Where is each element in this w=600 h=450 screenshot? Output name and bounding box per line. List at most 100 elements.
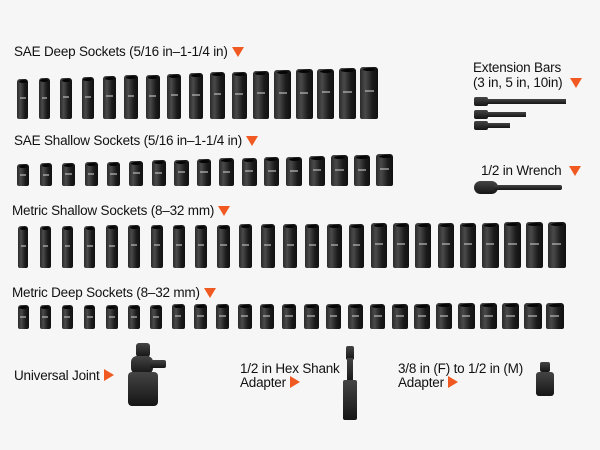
socket <box>196 159 212 186</box>
socket <box>349 223 365 268</box>
sae-deep-label: SAE Deep Sockets (5/16 in–1-1/4 in) <box>14 44 228 59</box>
metric-deep-label: Metric Deep Sockets (8–32 mm) <box>12 285 200 300</box>
socket <box>501 303 520 329</box>
socket <box>295 69 313 119</box>
socket <box>360 67 379 119</box>
socket <box>62 162 75 186</box>
socket <box>253 70 269 119</box>
socket <box>391 303 408 329</box>
socket <box>194 224 208 268</box>
socket <box>523 303 542 329</box>
socket <box>437 222 454 268</box>
socket <box>18 226 29 268</box>
socket <box>84 225 96 268</box>
socket <box>308 155 325 186</box>
socket <box>415 223 432 268</box>
socket <box>371 223 387 268</box>
metric-shallow-label: Metric Shallow Sockets (8–32 mm) <box>12 203 215 218</box>
arrow-right-icon <box>289 376 300 388</box>
socket <box>216 224 230 268</box>
socket <box>353 154 371 186</box>
socket <box>60 77 73 119</box>
socket <box>479 303 497 329</box>
arrow-down-icon <box>218 206 231 216</box>
socket <box>151 160 166 186</box>
socket <box>260 224 275 268</box>
socket <box>128 225 141 268</box>
socket <box>81 76 94 119</box>
socket <box>325 303 341 329</box>
socket <box>219 158 234 186</box>
metric-deep-title: Metric Deep Sockets (8–32 mm) <box>12 285 216 300</box>
metric-shallow-title: Metric Shallow Sockets (8–32 mm) <box>12 203 231 218</box>
socket <box>238 224 253 268</box>
sae-deep-title: SAE Deep Sockets (5/16 in–1-1/4 in) <box>14 44 244 59</box>
socket <box>149 304 163 329</box>
arrow-down-icon <box>570 78 583 88</box>
extension-bars-line2: (3 in, 5 in, 10in) <box>473 75 563 90</box>
socket <box>105 304 118 329</box>
socket <box>193 304 208 329</box>
socket <box>237 304 252 329</box>
socket <box>457 303 475 329</box>
sae-shallow-title: SAE Shallow Sockets (5/16 in–1-1/4 in) <box>14 133 259 148</box>
arrow-down-icon <box>569 166 582 176</box>
socket <box>303 303 319 329</box>
adapter-title: 3/8 in (F) to 1/2 in (M) Adapter <box>398 362 523 390</box>
socket <box>171 304 185 329</box>
socket <box>38 78 51 119</box>
socket <box>188 73 204 119</box>
arrow-down-icon <box>231 47 244 57</box>
universal-joint-label: Universal Joint <box>14 368 100 383</box>
socket <box>167 73 182 119</box>
socket <box>283 224 297 268</box>
adapter-line2: Adapter <box>398 375 444 390</box>
socket <box>17 305 29 329</box>
socket <box>124 75 138 119</box>
universal-joint-title: Universal Joint <box>14 368 114 383</box>
socket <box>274 70 291 119</box>
socket <box>39 163 53 186</box>
socket <box>435 303 453 329</box>
socket <box>241 157 257 186</box>
socket <box>413 303 431 329</box>
socket <box>459 222 477 268</box>
socket <box>369 303 386 329</box>
wrench-label: 1/2 in Wrench <box>481 163 562 178</box>
socket <box>525 222 544 268</box>
socket <box>547 222 566 268</box>
socket <box>17 164 30 186</box>
socket <box>286 156 303 186</box>
arrow-right-icon <box>447 376 458 388</box>
socket <box>545 303 564 329</box>
socket <box>264 157 280 186</box>
socket <box>393 223 410 268</box>
socket <box>150 225 163 268</box>
socket <box>259 304 274 329</box>
socket <box>172 224 185 268</box>
socket <box>129 160 144 186</box>
socket <box>327 223 342 268</box>
socket <box>503 222 522 268</box>
socket <box>127 304 141 329</box>
socket <box>17 79 29 119</box>
socket <box>481 222 499 268</box>
hex-shank-title: 1/2 in Hex Shank Adapter <box>240 362 340 390</box>
arrow-down-icon <box>203 288 216 298</box>
socket <box>106 225 118 268</box>
socket <box>40 225 51 268</box>
socket <box>174 159 189 186</box>
socket <box>103 76 116 119</box>
socket <box>61 304 74 329</box>
extension-bars-line1: Extension Bars <box>473 60 561 75</box>
arrow-down-icon <box>246 136 259 146</box>
socket <box>215 304 230 329</box>
adapter-line1: 3/8 in (F) to 1/2 in (M) <box>398 361 523 376</box>
wrench-title: 1/2 in Wrench <box>481 163 582 178</box>
extension-bars-title: Extension Bars (3 in, 5 in, 10in) <box>473 60 583 90</box>
socket <box>305 223 320 268</box>
socket <box>83 304 96 329</box>
socket <box>317 68 335 119</box>
socket <box>210 72 226 119</box>
